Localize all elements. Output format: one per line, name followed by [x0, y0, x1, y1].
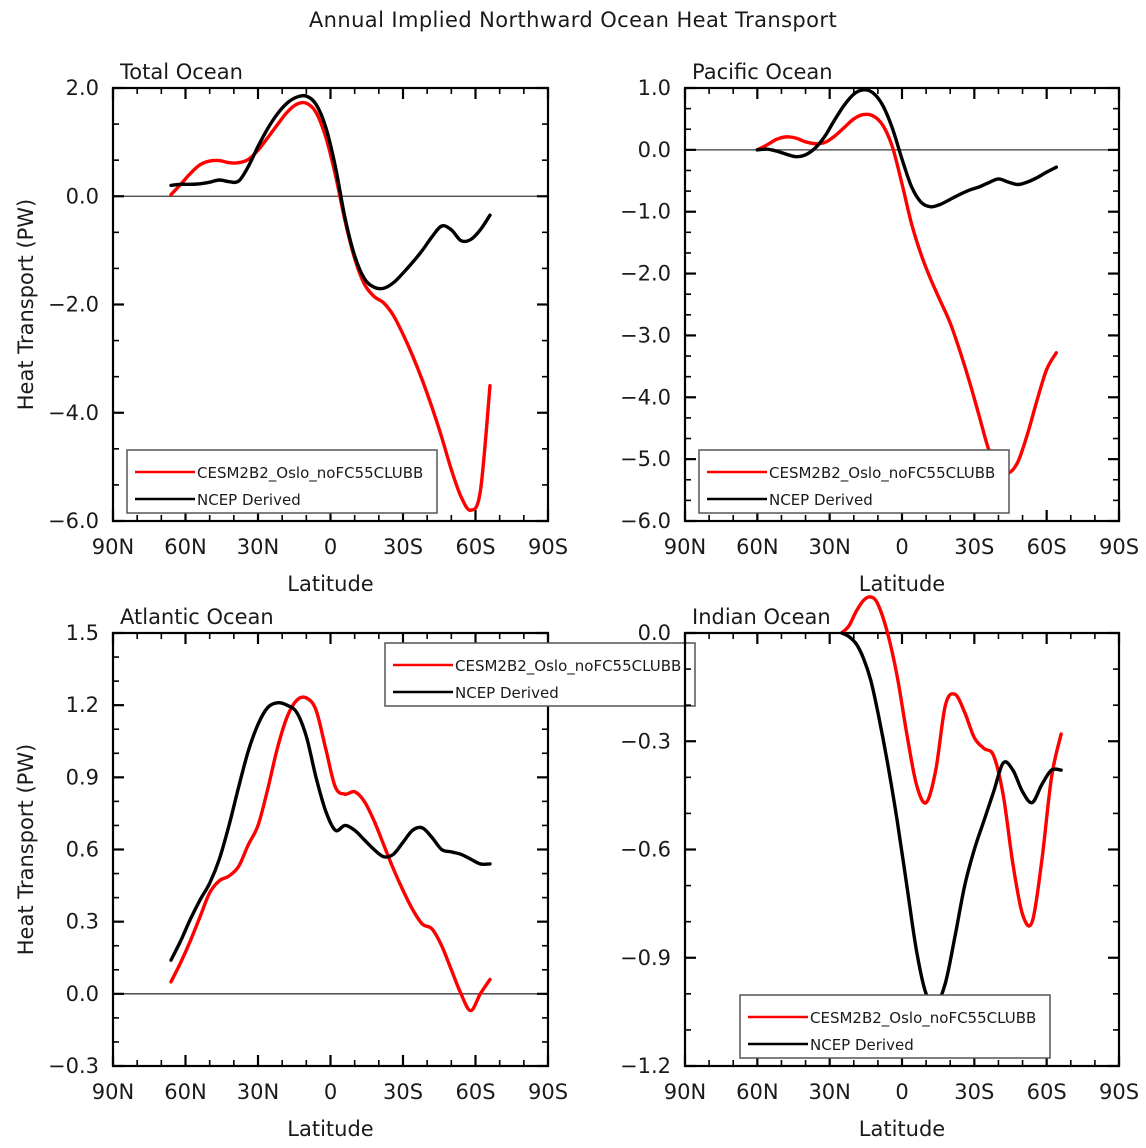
x-tick-label: 30N [808, 1080, 850, 1104]
legend-label-model: CESM2B2_Oslo_noFC55CLUBB [455, 657, 681, 676]
series-line-reference [169, 93, 492, 291]
legend-label-reference: NCEP Derived [455, 684, 559, 702]
y-axis-label: Heat Transport (PW) [14, 744, 38, 956]
x-tick-label: 0 [895, 535, 908, 559]
y-tick-label: −2.0 [48, 293, 99, 317]
y-tick-label: 0.6 [66, 838, 99, 862]
panel-title: Total Ocean [119, 60, 243, 84]
x-tick-label: 90S [528, 1080, 568, 1104]
series-line-model [169, 100, 492, 512]
x-tick-label: 0 [324, 1080, 337, 1104]
legend: CESM2B2_Oslo_noFC55CLUBB NCEP Derived [384, 642, 696, 707]
x-tick-label: 0 [895, 1080, 908, 1104]
y-tick-label: 1.0 [638, 76, 671, 100]
legend-label-reference: NCEP Derived [810, 1036, 914, 1054]
series-line-reference [840, 631, 1063, 1007]
x-tick-label: 90N [92, 535, 134, 559]
y-tick-label: −2.0 [620, 262, 671, 286]
legend-box [126, 449, 438, 514]
x-tick-label: 30S [383, 535, 423, 559]
y-tick-label: −1.2 [620, 1054, 671, 1078]
x-tick-label: 30S [383, 1080, 423, 1104]
y-tick-label: −0.6 [620, 838, 671, 862]
x-tick-label: 90S [528, 535, 568, 559]
y-tick-label: −4.0 [620, 385, 671, 409]
panel-title: Indian Ocean [692, 605, 831, 629]
x-tick-label: 60S [1027, 535, 1067, 559]
y-tick-label: 0.0 [638, 621, 671, 645]
y-tick-label: −5.0 [620, 447, 671, 471]
x-tick-label: 90N [664, 1080, 706, 1104]
x-tick-label: 30S [954, 1080, 994, 1104]
x-axis-label: Latitude [287, 1117, 373, 1141]
legend-label-reference: NCEP Derived [769, 491, 873, 509]
x-axis-label: Latitude [859, 1117, 945, 1141]
legend: CESM2B2_Oslo_noFC55CLUBB NCEP Derived [739, 994, 1051, 1059]
legend-label-model: CESM2B2_Oslo_noFC55CLUBB [197, 464, 423, 483]
x-tick-label: 90N [664, 535, 706, 559]
x-tick-label: 90S [1099, 1080, 1139, 1104]
x-tick-label: 30N [808, 535, 850, 559]
legend-box [384, 642, 696, 707]
panel-title: Pacific Ocean [692, 60, 833, 84]
legend-label-model: CESM2B2_Oslo_noFC55CLUBB [769, 464, 995, 483]
legend: CESM2B2_Oslo_noFC55CLUBB NCEP Derived [698, 449, 1010, 514]
x-tick-label: 60S [1027, 1080, 1067, 1104]
y-tick-label: −1.0 [620, 200, 671, 224]
x-tick-label: 60S [455, 535, 495, 559]
x-tick-label: 60S [455, 1080, 495, 1104]
figure-title: Annual Implied Northward Ocean Heat Tran… [308, 8, 838, 32]
panel-indian-ocean: 90N 60N 30N 0 30S 60S 90S 0.0 −0.3 −0.6 −0.9 −1.2 In… [620, 595, 1139, 1141]
legend: CESM2B2_Oslo_noFC55CLUBB NCEP Derived [126, 449, 438, 514]
y-tick-label: 0.0 [66, 982, 99, 1006]
panel-atlantic-ocean: 90N 60N 30N 0 30S 60S 90S 1.5 1.2 0.9 0.6 0.3 0.0 −0.… [14, 605, 696, 1141]
panel-pacific-ocean: 90N 60N 30N 0 30S 60S 90S 1.0 0.0 −1.0 −2.0 −3.0 −4.… [620, 60, 1139, 596]
y-tick-label: −0.9 [620, 946, 671, 970]
x-tick-label: 60N [736, 535, 778, 559]
x-tick-label: 30N [237, 1080, 279, 1104]
panel-total-ocean: 90N 60N 30N 0 30S 60S 90S 2.0 0.0 −2.0 −4.0 −6.0 Tot… [14, 60, 568, 596]
y-tick-label: −0.3 [48, 1054, 99, 1078]
y-tick-label: −4.0 [48, 401, 99, 425]
y-tick-label: 2.0 [66, 76, 99, 100]
y-tick-label: −3.0 [620, 323, 671, 347]
x-axis-label: Latitude [859, 572, 945, 596]
legend-label-reference: NCEP Derived [197, 491, 301, 509]
legend-box [698, 449, 1010, 514]
series-line-reference [169, 700, 492, 962]
x-tick-label: 90N [92, 1080, 134, 1104]
y-tick-label: 0.9 [66, 765, 99, 789]
series-line-model [755, 112, 1059, 476]
y-tick-label: 1.2 [66, 693, 99, 717]
series-line-model [169, 695, 492, 1013]
x-axis-label: Latitude [287, 572, 373, 596]
x-tick-label: 60N [164, 535, 206, 559]
x-tick-label: 90S [1099, 535, 1139, 559]
y-tick-label: 0.3 [66, 910, 99, 934]
x-tick-label: 30N [237, 535, 279, 559]
y-tick-label: −6.0 [48, 509, 99, 533]
y-tick-label: 0.0 [66, 184, 99, 208]
y-tick-label: −6.0 [620, 509, 671, 533]
series-line-model [840, 595, 1063, 928]
x-tick-label: 60N [164, 1080, 206, 1104]
series-line-reference [755, 88, 1059, 209]
legend-box [739, 994, 1051, 1059]
y-tick-label: 1.5 [66, 621, 99, 645]
x-tick-label: 0 [324, 535, 337, 559]
x-tick-label: 30S [954, 535, 994, 559]
legend-label-model: CESM2B2_Oslo_noFC55CLUBB [810, 1009, 1036, 1028]
panel-title: Atlantic Ocean [120, 605, 274, 629]
y-tick-label: −0.3 [620, 729, 671, 753]
y-axis-label: Heat Transport (PW) [14, 199, 38, 411]
y-tick-label: 0.0 [638, 138, 671, 162]
x-tick-label: 60N [736, 1080, 778, 1104]
